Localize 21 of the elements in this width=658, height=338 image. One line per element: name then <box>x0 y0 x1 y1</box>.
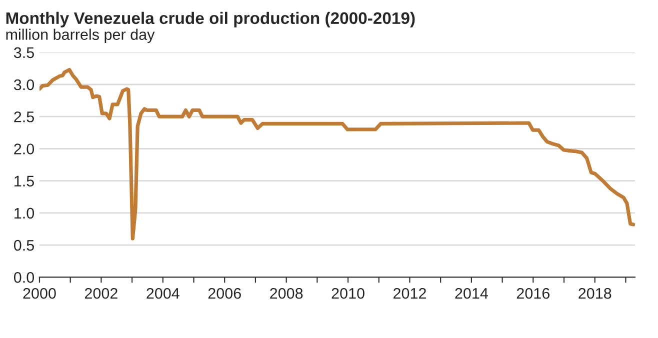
chart-subtitle: million barrels per day <box>6 28 155 43</box>
y-tick-label: 1.5 <box>14 176 34 187</box>
y-tick-label: 3.5 <box>14 47 34 58</box>
y-tick-label: 2.5 <box>14 111 34 122</box>
y-tick-label: 0.0 <box>14 272 34 283</box>
x-tick-label: 2018 <box>578 288 612 299</box>
line-series <box>39 68 635 240</box>
x-tick-label: 2010 <box>332 288 364 299</box>
x-tick-label: 2008 <box>270 288 303 299</box>
x-tick-label: 2006 <box>208 288 241 299</box>
y-tick-label: 3.0 <box>14 79 34 90</box>
x-tick-label: 2004 <box>146 288 180 299</box>
x-tick-label: 2002 <box>84 288 118 299</box>
y-tick-label: 1.0 <box>14 208 34 219</box>
x-tick-label: 2012 <box>394 288 426 299</box>
x-tick-label: 2014 <box>455 288 488 299</box>
y-tick-label: 2.0 <box>14 144 34 154</box>
x-tick-label: 2000 <box>23 288 56 299</box>
y-tick-label: 0.5 <box>14 240 34 251</box>
x-tick-label: 2016 <box>516 288 550 299</box>
chart-title: Monthly Venezuela crude oil production (2000-2019) <box>6 12 415 28</box>
